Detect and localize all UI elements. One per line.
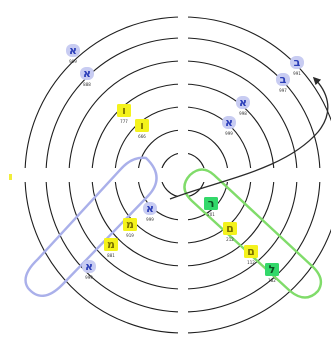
blue-diagonal-band [24, 156, 158, 297]
node-letter: א [225, 116, 233, 129]
node-tile [135, 119, 149, 132]
node-3: ו 777 [117, 104, 131, 124]
node-tile [82, 260, 96, 273]
node-number: 999 [69, 59, 77, 64]
node-letter: ו [122, 104, 126, 117]
node-number: 112 [247, 260, 255, 265]
node-tile [66, 44, 80, 57]
node-tile [104, 238, 118, 251]
node-tile [236, 96, 250, 109]
node-15: ם 112 [244, 245, 258, 265]
node-number: 991 [293, 71, 301, 76]
node-number: 888 [83, 82, 91, 87]
node-1: א 999 [66, 44, 80, 64]
node-9: א 999 [143, 202, 157, 222]
node-number: 997 [279, 88, 287, 93]
node-8: א 999 [222, 116, 236, 136]
node-12: א 999 [82, 260, 96, 280]
node-letter: ב [280, 73, 287, 86]
node-5: ב 991 [290, 56, 304, 76]
node-6: ב 997 [276, 73, 290, 93]
node-number: 999 [146, 217, 154, 222]
node-letter: מ [126, 218, 134, 231]
node-letter: א [239, 96, 247, 109]
left-edge-marker [9, 174, 12, 180]
node-4: ו 666 [135, 119, 149, 139]
node-16: ל 182 [265, 263, 279, 283]
node-7: א 998 [236, 96, 250, 116]
node-letter: ל [269, 263, 276, 276]
node-11: מ 881 [104, 238, 118, 258]
node-number: 919 [126, 233, 134, 238]
node-number: 999 [225, 131, 233, 136]
node-number: 998 [239, 111, 247, 116]
node-letter: ם [247, 245, 255, 258]
node-tile [290, 56, 304, 69]
node-tile [222, 116, 236, 129]
node-tile [244, 245, 258, 258]
node-number: 182 [268, 278, 276, 283]
node-letter: ר [208, 197, 215, 210]
node-number: 999 [85, 275, 93, 280]
node-letter: ו [140, 119, 144, 132]
node-14: ם 212 [223, 222, 237, 242]
green-diagonal-band [183, 168, 323, 299]
node-letter: א [69, 44, 77, 57]
node-2: א 888 [80, 67, 94, 87]
node-10: מ 919 [123, 218, 137, 238]
node-tile [117, 104, 131, 117]
node-number: 777 [120, 119, 128, 124]
node-tile [265, 263, 279, 276]
node-tile [123, 218, 137, 231]
node-tile [80, 67, 94, 80]
node-letter: ם [226, 222, 234, 235]
node-number: 201 [207, 212, 215, 217]
node-letter: א [85, 260, 93, 273]
node-tile [143, 202, 157, 215]
node-tile [204, 197, 218, 210]
node-number: 666 [138, 134, 146, 139]
node-letter: ב [294, 56, 301, 69]
node-group: א 999 א 888 ו 777 ו 666 ב 991 ב 997 א 998 א 999 א 999 מ 919… [66, 44, 304, 283]
node-letter: א [83, 67, 91, 80]
node-13: ר 201 [204, 197, 218, 217]
node-number: 212 [226, 237, 234, 242]
node-letter: א [146, 202, 154, 215]
node-letter: מ [107, 238, 115, 251]
node-number: 881 [107, 253, 115, 258]
connector-curve-with-arrow [169, 76, 329, 200]
node-tile [223, 222, 237, 235]
node-tile [276, 73, 290, 86]
